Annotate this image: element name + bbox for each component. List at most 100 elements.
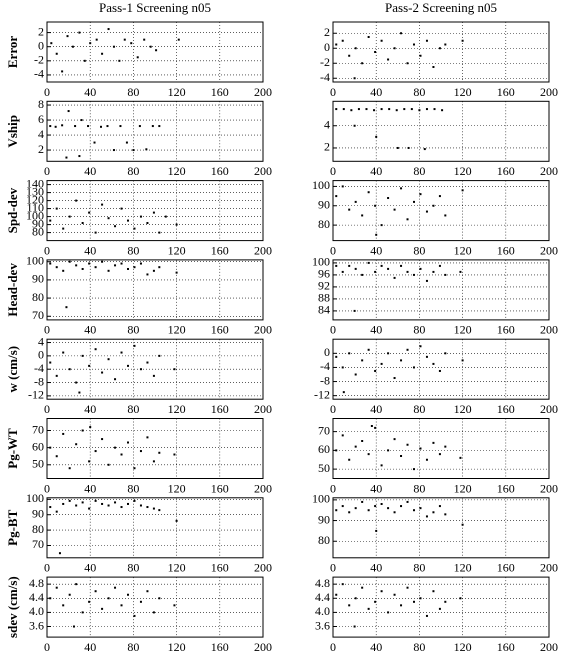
point bbox=[400, 187, 403, 190]
point bbox=[335, 43, 338, 46]
y-tick-label: 3.6 bbox=[315, 618, 330, 632]
point bbox=[444, 445, 447, 448]
point bbox=[387, 507, 390, 510]
point bbox=[461, 39, 464, 42]
point bbox=[173, 368, 176, 371]
point bbox=[341, 185, 344, 188]
x-tick-label: 0 bbox=[44, 561, 50, 575]
point bbox=[367, 191, 370, 194]
y-tick-label: 96 bbox=[318, 267, 330, 281]
point bbox=[87, 125, 90, 128]
x-tick-label: 120 bbox=[168, 243, 186, 257]
point bbox=[459, 456, 462, 459]
point bbox=[146, 590, 149, 593]
point bbox=[375, 135, 378, 138]
y-tick-label: 90 bbox=[318, 198, 330, 212]
point bbox=[432, 362, 435, 365]
point bbox=[62, 604, 65, 607]
point bbox=[348, 264, 351, 267]
point bbox=[374, 204, 377, 207]
y-tick-label: 50 bbox=[318, 461, 330, 475]
point bbox=[158, 266, 161, 269]
y-tick-label: 50 bbox=[32, 457, 44, 471]
y-tick-label: 4.8 bbox=[29, 576, 44, 590]
plot-frame bbox=[46, 100, 264, 162]
x-tick-label: 160 bbox=[211, 243, 229, 257]
x-tick-label: 120 bbox=[168, 323, 186, 337]
point bbox=[413, 600, 415, 603]
point bbox=[54, 125, 57, 128]
point bbox=[444, 273, 447, 276]
point bbox=[375, 529, 378, 532]
x-tick-label: 160 bbox=[497, 323, 515, 337]
x-tick-label: 80 bbox=[127, 243, 139, 257]
point bbox=[373, 109, 376, 112]
point bbox=[136, 56, 139, 59]
point bbox=[75, 381, 78, 384]
point bbox=[133, 227, 136, 230]
y-axis-label: Pg-WT bbox=[5, 428, 20, 469]
y-tick-label: 120 bbox=[26, 192, 44, 206]
y-tick-label: 90 bbox=[32, 216, 44, 230]
point bbox=[164, 215, 167, 218]
x-tick-label: 160 bbox=[211, 561, 229, 575]
point bbox=[177, 38, 180, 41]
point bbox=[88, 211, 91, 214]
point bbox=[461, 189, 464, 192]
point bbox=[88, 460, 91, 463]
point bbox=[78, 155, 81, 158]
x-tick-label: 40 bbox=[370, 402, 382, 416]
y-tick-label: 4 bbox=[38, 127, 44, 141]
x-tick-label: 120 bbox=[168, 561, 186, 575]
point bbox=[146, 222, 149, 224]
panel-title: Pass-1 Screening n05 bbox=[99, 0, 211, 15]
point bbox=[438, 505, 441, 508]
point bbox=[438, 369, 441, 372]
point bbox=[62, 432, 65, 435]
point bbox=[152, 211, 155, 214]
point bbox=[335, 108, 338, 111]
point bbox=[127, 364, 129, 367]
point bbox=[49, 361, 52, 364]
y-tick-label: 0 bbox=[324, 345, 330, 359]
point bbox=[88, 507, 91, 510]
y-axis-label: Vship bbox=[5, 115, 20, 148]
x-tick-label: 80 bbox=[413, 243, 425, 257]
point bbox=[123, 38, 126, 41]
point bbox=[120, 207, 123, 210]
point bbox=[94, 450, 97, 453]
point bbox=[459, 270, 462, 273]
x-tick-label: 120 bbox=[454, 640, 472, 654]
point bbox=[158, 125, 161, 128]
point bbox=[80, 119, 83, 122]
point bbox=[374, 369, 377, 372]
point bbox=[114, 378, 117, 381]
point bbox=[406, 586, 409, 589]
point bbox=[350, 109, 353, 112]
point bbox=[387, 449, 390, 452]
point bbox=[393, 208, 396, 211]
x-tick-label: 80 bbox=[413, 164, 425, 178]
y-tick-label: -4 bbox=[34, 361, 44, 375]
plot-frame bbox=[46, 338, 264, 400]
y-tick-label: 100 bbox=[312, 255, 330, 269]
y-tick-label: 100 bbox=[312, 492, 330, 506]
point bbox=[120, 453, 123, 456]
point bbox=[353, 309, 356, 312]
point bbox=[459, 597, 462, 600]
point bbox=[118, 59, 121, 62]
point bbox=[101, 371, 104, 374]
x-tick-label: 200 bbox=[254, 481, 272, 495]
point bbox=[380, 108, 383, 111]
point bbox=[380, 590, 383, 593]
point bbox=[49, 506, 52, 509]
point bbox=[354, 267, 357, 270]
point bbox=[94, 231, 97, 234]
x-tick-label: 0 bbox=[44, 402, 50, 416]
y-axis-label: sdev (cm/s) bbox=[5, 576, 20, 638]
y-tick-label: 60 bbox=[32, 439, 44, 453]
point bbox=[55, 455, 58, 458]
point bbox=[94, 499, 97, 502]
y-tick-label: -4 bbox=[320, 70, 330, 84]
point bbox=[444, 214, 447, 217]
